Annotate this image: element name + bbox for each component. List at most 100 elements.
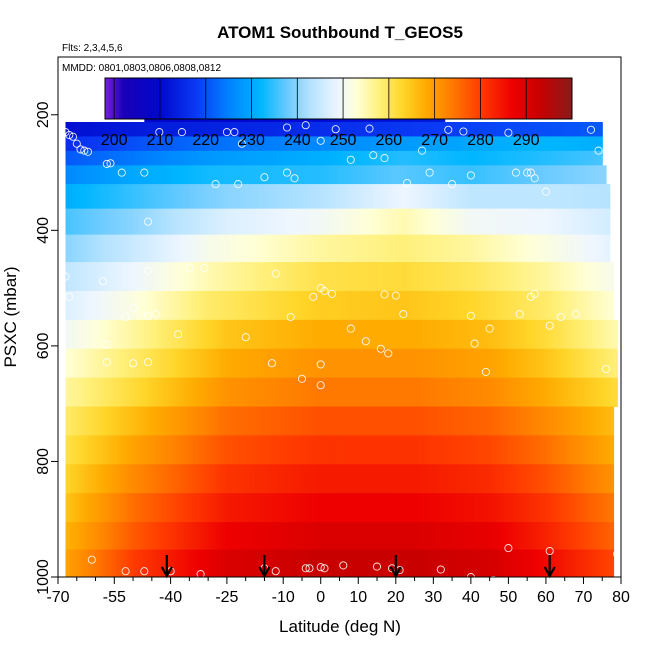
heatmap-cell [435, 291, 438, 321]
heatmap-cell [103, 406, 106, 436]
heatmap-cell [380, 435, 384, 465]
heatmap-cell [440, 262, 444, 292]
heatmap-cell [519, 150, 523, 166]
heatmap-cell [540, 165, 543, 185]
heatmap-cell [480, 464, 483, 494]
heatmap-cell [290, 234, 294, 263]
heatmap-cell [256, 348, 260, 379]
heatmap-cell [234, 208, 237, 236]
heatmap-cell [324, 136, 327, 152]
heatmap-cell [168, 493, 172, 523]
heatmap-cell [579, 291, 583, 321]
heatmap-cell [219, 435, 222, 465]
heatmap-cell [223, 319, 226, 350]
heatmap-cell [232, 136, 236, 152]
heatmap-cell [448, 165, 451, 185]
heatmap-cell [405, 493, 408, 523]
heatmap-cell [65, 291, 68, 321]
heatmap-cell [303, 165, 307, 185]
heatmap-cell [204, 208, 207, 236]
heatmap-cell [178, 165, 181, 185]
heatmap-cell [589, 165, 592, 185]
heatmap-cell [594, 493, 598, 523]
heatmap-cell [318, 464, 322, 494]
heatmap-cell [440, 291, 444, 321]
heatmap-cell [262, 435, 266, 465]
heatmap-cell [71, 208, 74, 236]
heatmap-cell [138, 184, 142, 210]
heatmap-cell [545, 136, 549, 152]
heatmap-cell [358, 150, 361, 166]
heatmap-cell [495, 122, 498, 137]
heatmap-cell [444, 377, 448, 408]
heatmap-cell [309, 348, 312, 379]
heatmap-cell [392, 348, 395, 379]
heatmap-cell [322, 150, 326, 166]
heatmap-cell [164, 184, 168, 210]
heatmap-cell [191, 319, 194, 350]
heatmap-cell [166, 348, 170, 379]
heatmap-cell [301, 150, 305, 166]
heatmap-cell [557, 291, 560, 321]
heatmap-cell [151, 208, 155, 236]
heatmap-cell [536, 319, 540, 350]
heatmap-cell [176, 150, 179, 166]
heatmap-cell [264, 136, 267, 152]
heatmap-cell [71, 522, 74, 551]
heatmap-cell [499, 122, 502, 137]
heatmap-cell [362, 165, 365, 185]
heatmap-cell [371, 522, 374, 551]
heatmap-cell [170, 348, 174, 379]
heatmap-cell [172, 406, 175, 436]
heatmap-cell [243, 184, 247, 210]
heatmap-cell [514, 464, 517, 494]
heatmap-cell [185, 493, 189, 523]
heatmap-cell [463, 464, 466, 494]
heatmap-cell [408, 291, 412, 321]
heatmap-cell [108, 406, 112, 436]
heatmap-cell [551, 184, 555, 210]
heatmap-cell [420, 150, 423, 166]
heatmap-cell [277, 377, 281, 408]
heatmap-cell [339, 208, 342, 236]
heatmap-cell [592, 291, 596, 321]
heatmap-cell [399, 348, 403, 379]
heatmap-cell [283, 377, 286, 408]
heatmap-cell [185, 136, 189, 152]
heatmap-cell [373, 208, 376, 236]
heatmap-cell [311, 348, 314, 379]
heatmap-cell [414, 493, 418, 523]
heatmap-cell [422, 262, 425, 292]
heatmap-cell [354, 150, 357, 166]
heatmap-cell [245, 136, 249, 152]
heatmap-cell [470, 348, 474, 379]
heatmap-cell [437, 208, 440, 236]
heatmap-cell [440, 377, 444, 408]
heatmap-cell [123, 464, 127, 494]
heatmap-cell [176, 291, 179, 321]
heatmap-cell [592, 262, 596, 292]
heatmap-cell [97, 406, 100, 436]
heatmap-cell [121, 165, 125, 185]
heatmap-cell [410, 150, 414, 166]
heatmap-cell [166, 234, 170, 263]
heatmap-cell [388, 234, 391, 263]
heatmap-cell [236, 262, 239, 292]
heatmap-cell [482, 348, 485, 379]
heatmap-cell [131, 234, 134, 263]
heatmap-cell [510, 377, 513, 408]
heatmap-cell [157, 348, 160, 379]
heatmap-cell [118, 184, 121, 210]
heatmap-cell [343, 522, 346, 551]
heatmap-cell [283, 136, 286, 152]
heatmap-cell [461, 165, 464, 185]
heatmap-cell [328, 464, 331, 494]
heatmap-cell [393, 493, 397, 523]
heatmap-cell [482, 136, 485, 152]
heatmap-cell [377, 136, 380, 152]
heatmap-cell [499, 493, 502, 523]
heatmap-cell [119, 493, 123, 523]
heatmap-cell [89, 234, 93, 263]
heatmap-cell [285, 406, 288, 436]
heatmap-cell [365, 377, 369, 408]
